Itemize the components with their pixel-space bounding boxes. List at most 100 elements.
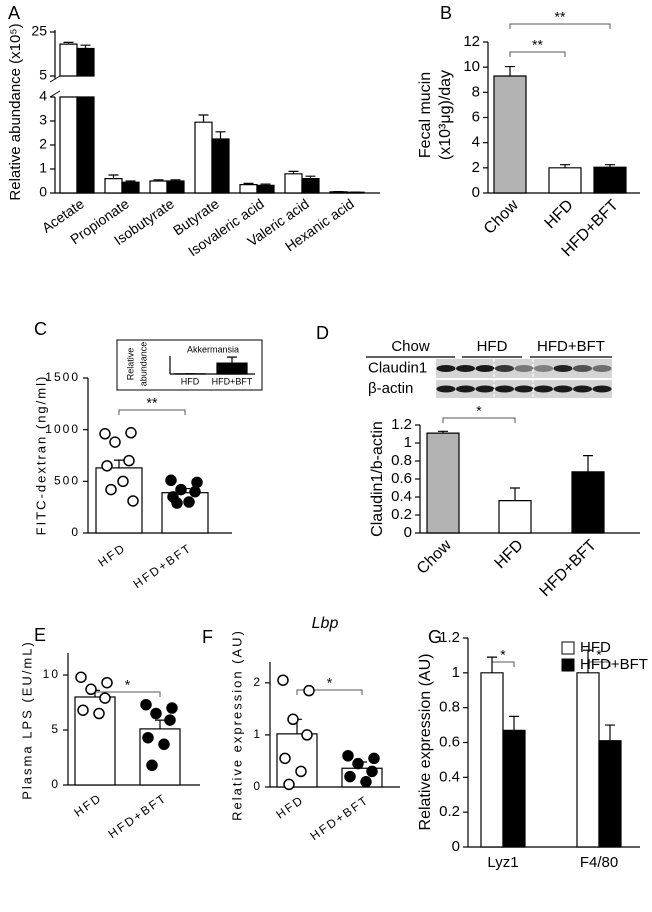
y-tick-label: 25 <box>31 23 47 39</box>
y-tick-label: 0.2 <box>391 506 412 523</box>
bar <box>598 740 622 848</box>
data-point <box>360 776 372 788</box>
data-point <box>101 676 113 689</box>
y-axis-label: Plasma LPS (EU/mL) <box>19 640 34 800</box>
bar <box>104 178 123 194</box>
data-point <box>191 476 203 489</box>
significance-label: ** <box>555 9 566 25</box>
blot-group-label: HFD+BFT <box>537 338 605 355</box>
bar <box>59 43 78 194</box>
error-bar <box>605 164 615 168</box>
y-tick-label: 0.2 <box>439 803 460 820</box>
blot-band <box>514 365 534 372</box>
x-tick-label: HFD+BFT <box>308 793 372 844</box>
blot-band <box>456 385 475 393</box>
data-point <box>125 427 137 439</box>
bar <box>166 180 185 194</box>
bar <box>149 180 168 194</box>
y-tick-label: 2 <box>472 159 480 176</box>
blot-band <box>475 365 495 372</box>
data-point <box>183 496 195 508</box>
significance-label: * <box>500 647 506 663</box>
y-tick-label: 2 <box>39 136 47 152</box>
y-tick-label: 10 <box>463 58 480 75</box>
significance-label: ** <box>532 37 543 53</box>
error-bar <box>260 183 271 186</box>
data-point <box>301 729 313 741</box>
panel-letter: C <box>34 319 47 339</box>
bar <box>593 166 627 194</box>
data-point <box>99 428 111 440</box>
data-point <box>368 752 380 765</box>
bar <box>480 672 504 848</box>
x-tick-label: HFD+BFT <box>212 376 253 386</box>
error-bar <box>510 487 520 501</box>
error-bar <box>288 170 299 174</box>
data-point <box>105 483 117 496</box>
x-tick-label: HFD <box>542 197 577 232</box>
panel-letter: D <box>316 323 329 343</box>
bar <box>426 432 460 534</box>
x-tick-label: Chow <box>481 196 522 237</box>
y-tick-label: 8 <box>472 83 480 100</box>
blot-band <box>534 365 553 372</box>
data-point <box>189 485 201 498</box>
bar <box>498 500 532 534</box>
blot-row-label: Claudin1 <box>368 359 427 376</box>
data-point <box>158 738 170 751</box>
blot-band <box>573 385 592 393</box>
data-point <box>344 770 356 783</box>
y-tick-label: 0 <box>39 184 47 200</box>
y-tick-label: 1 <box>452 664 460 681</box>
x-tick-label: HFD+BFT <box>106 791 170 842</box>
error-bar <box>305 175 316 179</box>
chart-title: Akkermansia <box>187 344 239 354</box>
data-point <box>287 713 299 726</box>
data-point <box>123 454 135 467</box>
error-bar <box>170 179 181 181</box>
error-bar <box>114 459 124 468</box>
y-tick-label: 2 <box>253 675 262 689</box>
significance-bracket <box>296 689 363 695</box>
y-tick-label: 0.8 <box>439 699 460 716</box>
y-tick-label: 0.4 <box>391 488 412 505</box>
y-tick-label: 500 <box>54 474 80 488</box>
legend-label: HFD <box>580 639 611 656</box>
error-bar <box>80 44 91 49</box>
blot-band <box>592 365 612 372</box>
data-point <box>99 692 111 704</box>
bar <box>239 184 258 194</box>
y-tick-label: 1.2 <box>391 416 412 433</box>
data-point <box>77 704 89 716</box>
bar <box>216 362 248 375</box>
y-tick-label: 1 <box>253 727 262 741</box>
y-axis-label: Relative <box>125 348 135 381</box>
blot-band <box>456 365 475 372</box>
y-tick-label: 10 <box>43 667 60 681</box>
y-axis-label: (x10³μg)/day <box>437 70 454 160</box>
significance-label: * <box>327 675 333 691</box>
bar <box>493 75 527 194</box>
error-bar <box>108 174 119 179</box>
y-axis-label: FITC-dextran (ng/ml) <box>33 375 48 536</box>
error-bar <box>509 715 519 731</box>
data-point <box>165 474 177 487</box>
data-point <box>164 714 176 726</box>
error-bar <box>505 65 515 76</box>
blot-group-label: HFD <box>477 338 508 355</box>
bar <box>194 121 213 194</box>
bar <box>571 471 605 534</box>
bar <box>576 672 600 848</box>
error-bar <box>227 356 237 364</box>
x-tick-label: HFD <box>71 791 104 820</box>
significance-label: * <box>476 403 482 419</box>
panel-letter: F <box>202 627 213 647</box>
y-tick-label: 1000 <box>45 422 80 436</box>
blot-group-label: Chow <box>391 338 430 355</box>
data-point <box>142 731 154 744</box>
y-axis-label: Claudin1/b-actin <box>369 421 386 537</box>
significance-bracket <box>118 409 186 415</box>
error-bar <box>243 182 254 185</box>
error-bar <box>125 180 136 183</box>
